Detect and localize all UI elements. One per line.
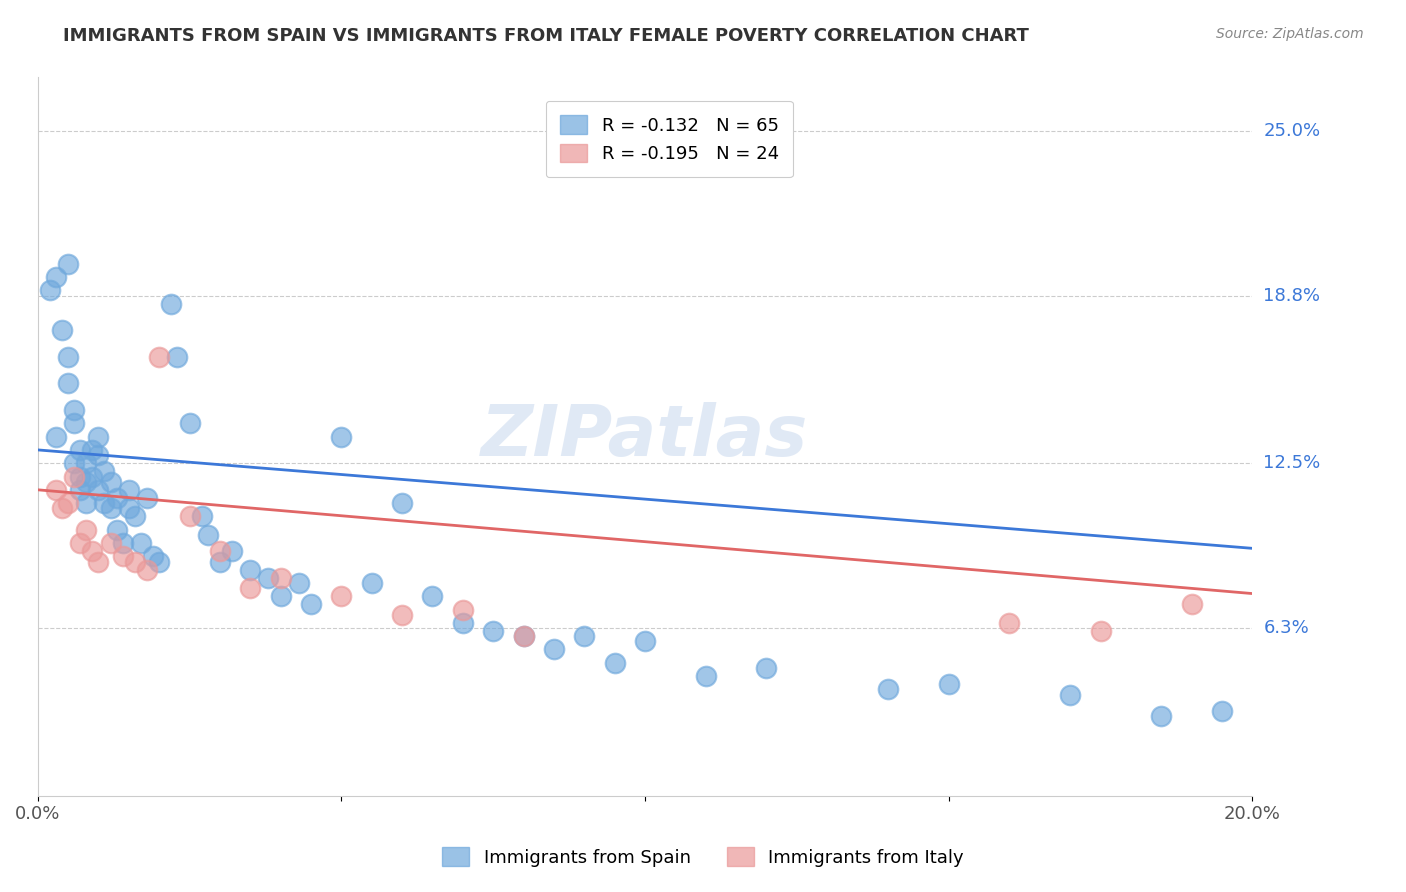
Point [100, 501, 122, 516]
Point [75, 475, 97, 489]
Point [118, 483, 141, 497]
Point [118, 501, 141, 516]
Point [166, 350, 188, 364]
Point [422, 589, 444, 603]
Point [69, 469, 91, 483]
Point [69, 442, 91, 457]
Point [51, 501, 73, 516]
Point [1150, 709, 1173, 723]
Text: 25.0%: 25.0% [1264, 121, 1320, 140]
Point [45, 429, 67, 443]
Point [100, 536, 122, 550]
Point [330, 589, 353, 603]
Point [105, 523, 128, 537]
Point [45, 483, 67, 497]
Point [755, 661, 778, 675]
Legend: Immigrants from Spain, Immigrants from Italy: Immigrants from Spain, Immigrants from I… [434, 840, 972, 874]
Point [512, 629, 534, 643]
Text: 6.3%: 6.3% [1264, 619, 1309, 637]
Point [391, 496, 413, 510]
Point [56, 350, 79, 364]
Point [63, 403, 86, 417]
Point [93, 464, 115, 478]
Text: 18.8%: 18.8% [1264, 286, 1320, 304]
Legend: R = -0.132   N = 65, R = -0.195   N = 24: R = -0.132 N = 65, R = -0.195 N = 24 [546, 101, 793, 178]
Point [1059, 688, 1081, 702]
Point [634, 634, 657, 648]
Point [512, 629, 534, 643]
Point [129, 536, 152, 550]
Point [877, 682, 900, 697]
Point [124, 509, 146, 524]
Point [56, 257, 79, 271]
Point [208, 555, 231, 569]
Point [299, 597, 322, 611]
Point [93, 496, 115, 510]
Point [574, 629, 596, 643]
Point [360, 576, 382, 591]
Point [87, 429, 110, 443]
Point [160, 296, 183, 310]
Point [75, 496, 97, 510]
Point [257, 571, 280, 585]
Point [136, 563, 159, 577]
Point [82, 469, 104, 483]
Point [179, 509, 201, 524]
Point [603, 656, 626, 670]
Point [451, 602, 474, 616]
Text: Source: ZipAtlas.com: Source: ZipAtlas.com [1216, 27, 1364, 41]
Point [105, 491, 128, 505]
Point [100, 475, 122, 489]
Point [69, 536, 91, 550]
Point [1090, 624, 1112, 638]
Point [124, 555, 146, 569]
Point [330, 429, 353, 443]
Point [239, 581, 262, 595]
Point [391, 607, 413, 622]
Point [695, 669, 717, 683]
Point [197, 528, 219, 542]
Point [179, 417, 201, 431]
Point [998, 615, 1021, 630]
Point [69, 483, 91, 497]
Point [239, 563, 262, 577]
Point [56, 376, 79, 391]
Point [38, 283, 60, 297]
Point [136, 491, 159, 505]
Text: IMMIGRANTS FROM SPAIN VS IMMIGRANTS FROM ITALY FEMALE POVERTY CORRELATION CHART: IMMIGRANTS FROM SPAIN VS IMMIGRANTS FROM… [63, 27, 1029, 45]
Point [45, 270, 67, 285]
Point [56, 496, 79, 510]
Point [482, 624, 505, 638]
Text: ZIPatlas: ZIPatlas [481, 402, 808, 471]
Point [451, 615, 474, 630]
Point [82, 442, 104, 457]
Point [87, 483, 110, 497]
Point [87, 555, 110, 569]
Point [51, 323, 73, 337]
Point [63, 456, 86, 470]
Point [270, 589, 292, 603]
Point [75, 456, 97, 470]
Point [288, 576, 311, 591]
Point [148, 350, 170, 364]
Point [111, 549, 134, 564]
Point [75, 523, 97, 537]
Point [270, 571, 292, 585]
Point [111, 536, 134, 550]
Point [1211, 704, 1233, 718]
Point [938, 677, 960, 691]
Point [221, 544, 243, 558]
Point [142, 549, 165, 564]
Point [63, 469, 86, 483]
Point [543, 642, 565, 657]
Point [82, 544, 104, 558]
Text: 12.5%: 12.5% [1264, 454, 1320, 472]
Point [148, 555, 170, 569]
Point [190, 509, 212, 524]
Point [87, 448, 110, 462]
Point [208, 544, 231, 558]
Point [1181, 597, 1204, 611]
Point [63, 417, 86, 431]
